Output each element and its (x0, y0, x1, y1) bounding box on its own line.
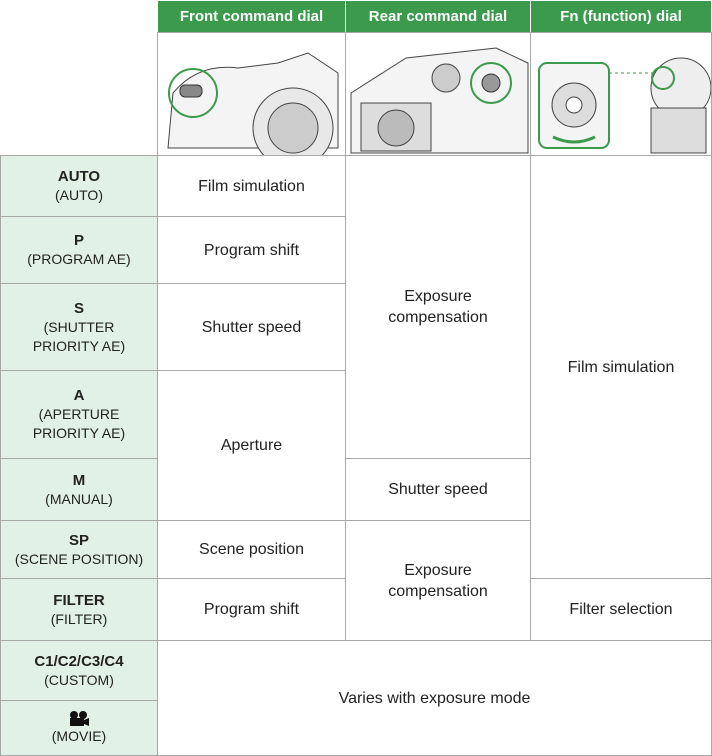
fn-dial-image (530, 32, 712, 156)
row-header: S (SHUTTER PRIORITY AE) (0, 283, 158, 371)
row-header: SP (SCENE POSITION) (0, 520, 158, 579)
row-header: M (MANUAL) (0, 458, 158, 521)
column-header: Rear command dial (345, 0, 531, 33)
cell: Aperture (157, 370, 346, 521)
mode-description: (CUSTOM) (44, 671, 114, 688)
cell: Program shift (157, 578, 346, 641)
column-header: Fn (function) dial (530, 0, 712, 33)
cell: Film simulation (530, 155, 712, 579)
mode-description: (APERTURE PRIORITY AE) (32, 406, 126, 441)
mode: AUTO (57, 168, 101, 185)
mode-description: (AUTO) (55, 187, 103, 203)
mode: SP (68, 531, 89, 549)
column-header: Front command dial (157, 0, 346, 33)
cell: Exposure compensation (345, 520, 531, 641)
mode-description: (MOVIE) (51, 727, 107, 744)
mode: FILTER (53, 591, 105, 609)
mode: A (73, 387, 85, 404)
cell: Film simulation (157, 155, 346, 217)
row-header: AUTO (AUTO) (0, 155, 158, 217)
rear-dial-image (345, 32, 531, 156)
movie-icon (70, 710, 89, 726)
cell: Scene position (157, 520, 346, 579)
row-header: P (PROGRAM AE) (0, 216, 158, 284)
front-dial-image (157, 32, 346, 156)
cell: Shutter speed (345, 458, 531, 521)
mode: S (73, 299, 84, 317)
mode-description: (PROGRAM AE) (27, 251, 131, 267)
cell: Shutter speed (157, 283, 346, 371)
cell: Exposure compensation (345, 155, 531, 459)
mode: M (72, 471, 86, 489)
row-header: (MOVIE) (0, 700, 158, 756)
row-header: C1/C2/C3/C4 (CUSTOM) (0, 640, 158, 701)
cell: Program shift (157, 216, 346, 284)
mode-description: (SHUTTER PRIORITY AE) (32, 318, 126, 354)
cell: Varies with exposure mode (157, 640, 712, 756)
row-header: FILTER (FILTER) (0, 578, 158, 641)
cell: Filter selection (530, 578, 712, 641)
mode-description: (SCENE POSITION) (14, 550, 144, 567)
mode: C1/C2/C3/C4 (34, 652, 124, 670)
mode-description: (FILTER) (50, 610, 108, 627)
row-header: A (APERTURE PRIORITY AE) (0, 370, 158, 459)
mode-description: (MANUAL) (45, 490, 113, 507)
mode: P (73, 232, 84, 249)
